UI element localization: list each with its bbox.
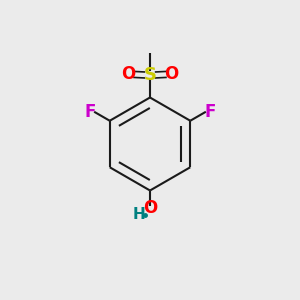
Text: F: F: [204, 103, 216, 121]
Text: S: S: [143, 66, 157, 84]
Text: O: O: [143, 199, 157, 217]
Text: O: O: [121, 65, 136, 83]
Text: F: F: [84, 103, 96, 121]
Text: H: H: [133, 207, 146, 222]
Text: O: O: [164, 65, 179, 83]
